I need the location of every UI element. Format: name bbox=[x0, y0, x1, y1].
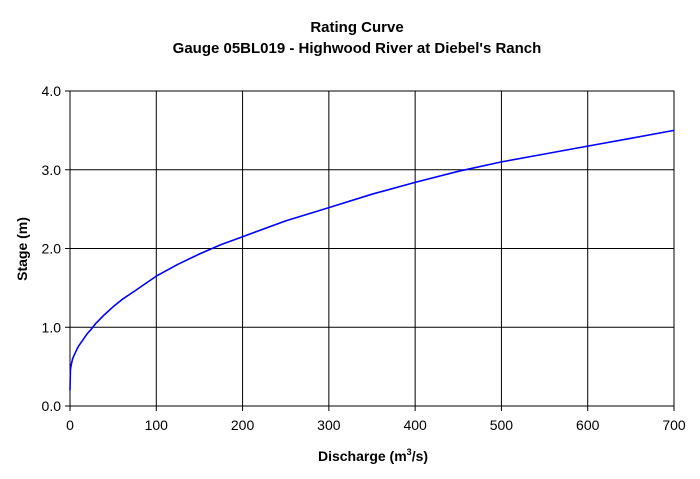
x-axis-title-superscript: 3 bbox=[407, 447, 412, 457]
x-axis-title-text: Discharge (m bbox=[318, 448, 407, 464]
x-tick-label-5: 500 bbox=[490, 417, 514, 433]
y-axis-title: Stage (m) bbox=[14, 217, 30, 281]
rating-curve-line-0 bbox=[69, 129, 675, 391]
chart-subtitle: Gauge 05BL019 - Highwood River at Diebel… bbox=[173, 40, 542, 57]
x-tick-label-1: 100 bbox=[145, 417, 169, 433]
x-tick-label-4: 400 bbox=[403, 417, 427, 433]
y-tick-label-0: 0.0 bbox=[42, 398, 62, 414]
x-tick-label-6: 600 bbox=[576, 417, 600, 433]
x-axis-title: Discharge (m3/s) bbox=[318, 447, 428, 464]
x-axis-title-suffix: /s) bbox=[412, 448, 428, 464]
plot-area: 0 100 200 300 400 500 600 700 0.0 1.0 2.0 3.0 4.0 bbox=[42, 83, 686, 433]
x-tick-label-2: 200 bbox=[231, 417, 255, 433]
y-tick-label-1: 1.0 bbox=[42, 319, 62, 335]
x-tick-label-7: 700 bbox=[662, 417, 686, 433]
chart-title: Rating Curve bbox=[310, 19, 403, 36]
y-tick-label-4: 4.0 bbox=[42, 83, 62, 99]
y-tick-label-3: 3.0 bbox=[42, 162, 62, 178]
x-tick-label-3: 300 bbox=[317, 417, 341, 433]
y-tick-label-2: 2.0 bbox=[42, 241, 62, 257]
x-tick-label-0: 0 bbox=[66, 417, 74, 433]
